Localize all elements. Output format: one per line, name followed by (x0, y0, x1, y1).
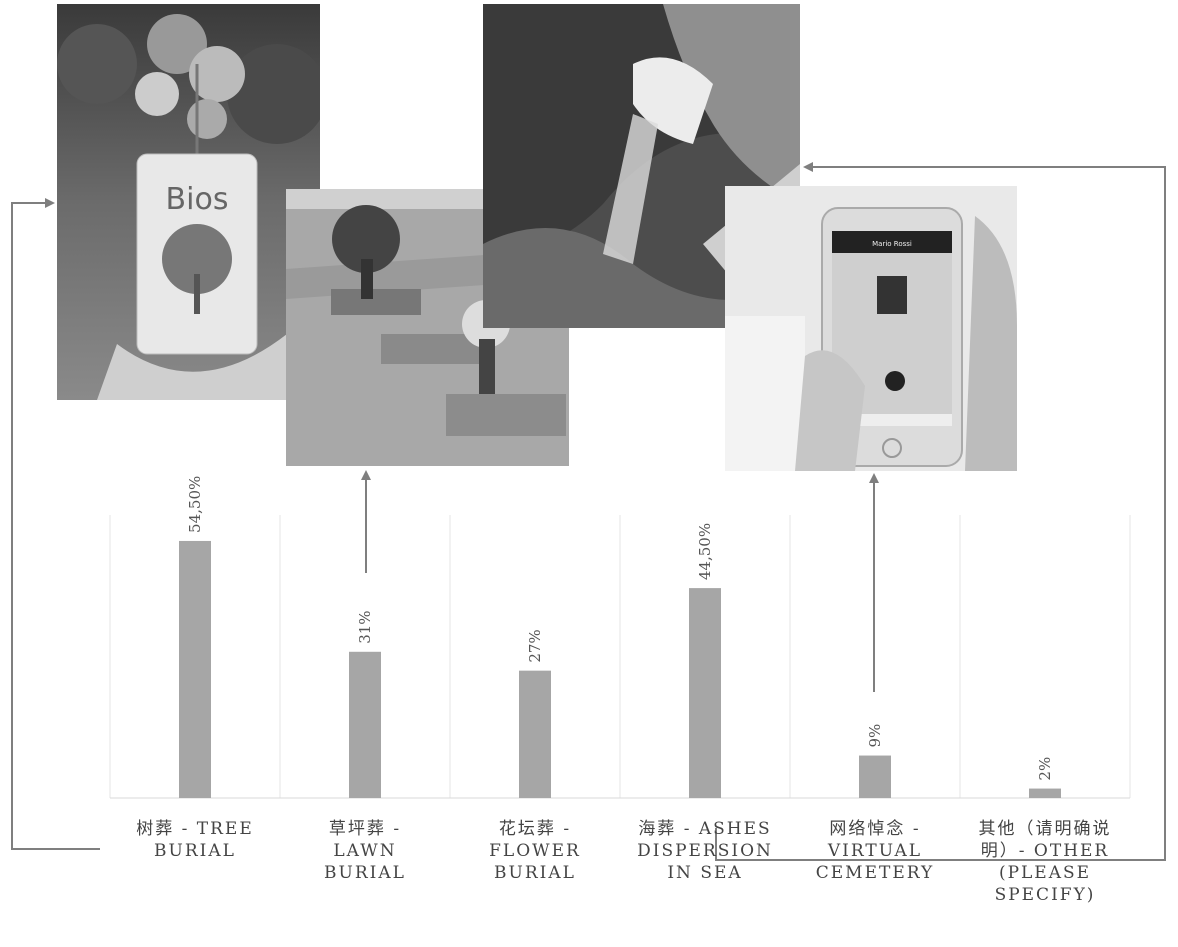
category-label-line: 其他（请明确说 (978, 819, 1112, 839)
category-label-line: 海葬 - ASHES (638, 819, 772, 839)
bar-value-label: 31% (356, 610, 374, 643)
gridlines (109, 515, 1131, 798)
category-label-line: BURIAL (154, 841, 236, 861)
bar-value-label: 9% (866, 724, 884, 748)
category-label-line: BURIAL (494, 863, 576, 883)
category-label-line: IN SEA (667, 863, 743, 883)
tree-urn-photo: Bios (57, 4, 320, 400)
category-label-line: 草坪葬 - (328, 819, 402, 839)
phone-screen-title: Mario Rossi (872, 240, 912, 248)
category-label: 花坛葬 - FLOWER BURIAL (450, 818, 620, 884)
bar (1029, 788, 1061, 798)
category-label-line: 明）- OTHER (980, 841, 1110, 861)
category-label: 树葬 - TREE BURIAL (110, 818, 280, 862)
category-label-line: SPECIFY) (994, 885, 1096, 905)
bar (859, 755, 891, 798)
bar-value-labels: 54,50% 31% 27% 44,50% 9% 2% (186, 476, 1054, 781)
bar-value-label: 44,50% (696, 523, 714, 580)
category-label-line: 网络悼念 - (829, 819, 921, 839)
bar-value-label: 27% (526, 629, 544, 662)
category-label-line: 树葬 - TREE (136, 819, 254, 839)
category-label-line: 花坛葬 - (498, 819, 572, 839)
category-label: 草坪葬 - LAWN BURIAL (280, 818, 450, 884)
bar (689, 588, 721, 798)
category-label: 海葬 - ASHES DISPERSION IN SEA (620, 818, 790, 884)
bar (519, 670, 551, 798)
category-label: 网络悼念 - VIRTUAL CEMETERY (790, 818, 960, 884)
virtual-cemetery-photo: Mario Rossi (725, 186, 1017, 471)
category-label-line: LAWN (333, 841, 397, 861)
category-label: 其他（请明确说 明）- OTHER (PLEASE SPECIFY) (960, 818, 1130, 906)
bios-logo-text: Bios (166, 182, 229, 217)
category-label-line: BURIAL (324, 863, 406, 883)
category-label-line: FLOWER (489, 841, 581, 861)
category-label-line: VIRTUAL (827, 841, 923, 861)
category-label-line: CEMETERY (815, 863, 935, 883)
bar-value-label: 54,50% (186, 476, 204, 533)
category-label-line: DISPERSION (637, 841, 773, 861)
bars (179, 540, 1061, 798)
bar-value-label: 2% (1036, 757, 1054, 781)
category-label-line: (PLEASE (998, 863, 1092, 883)
bar (179, 540, 211, 798)
bar (349, 651, 381, 798)
